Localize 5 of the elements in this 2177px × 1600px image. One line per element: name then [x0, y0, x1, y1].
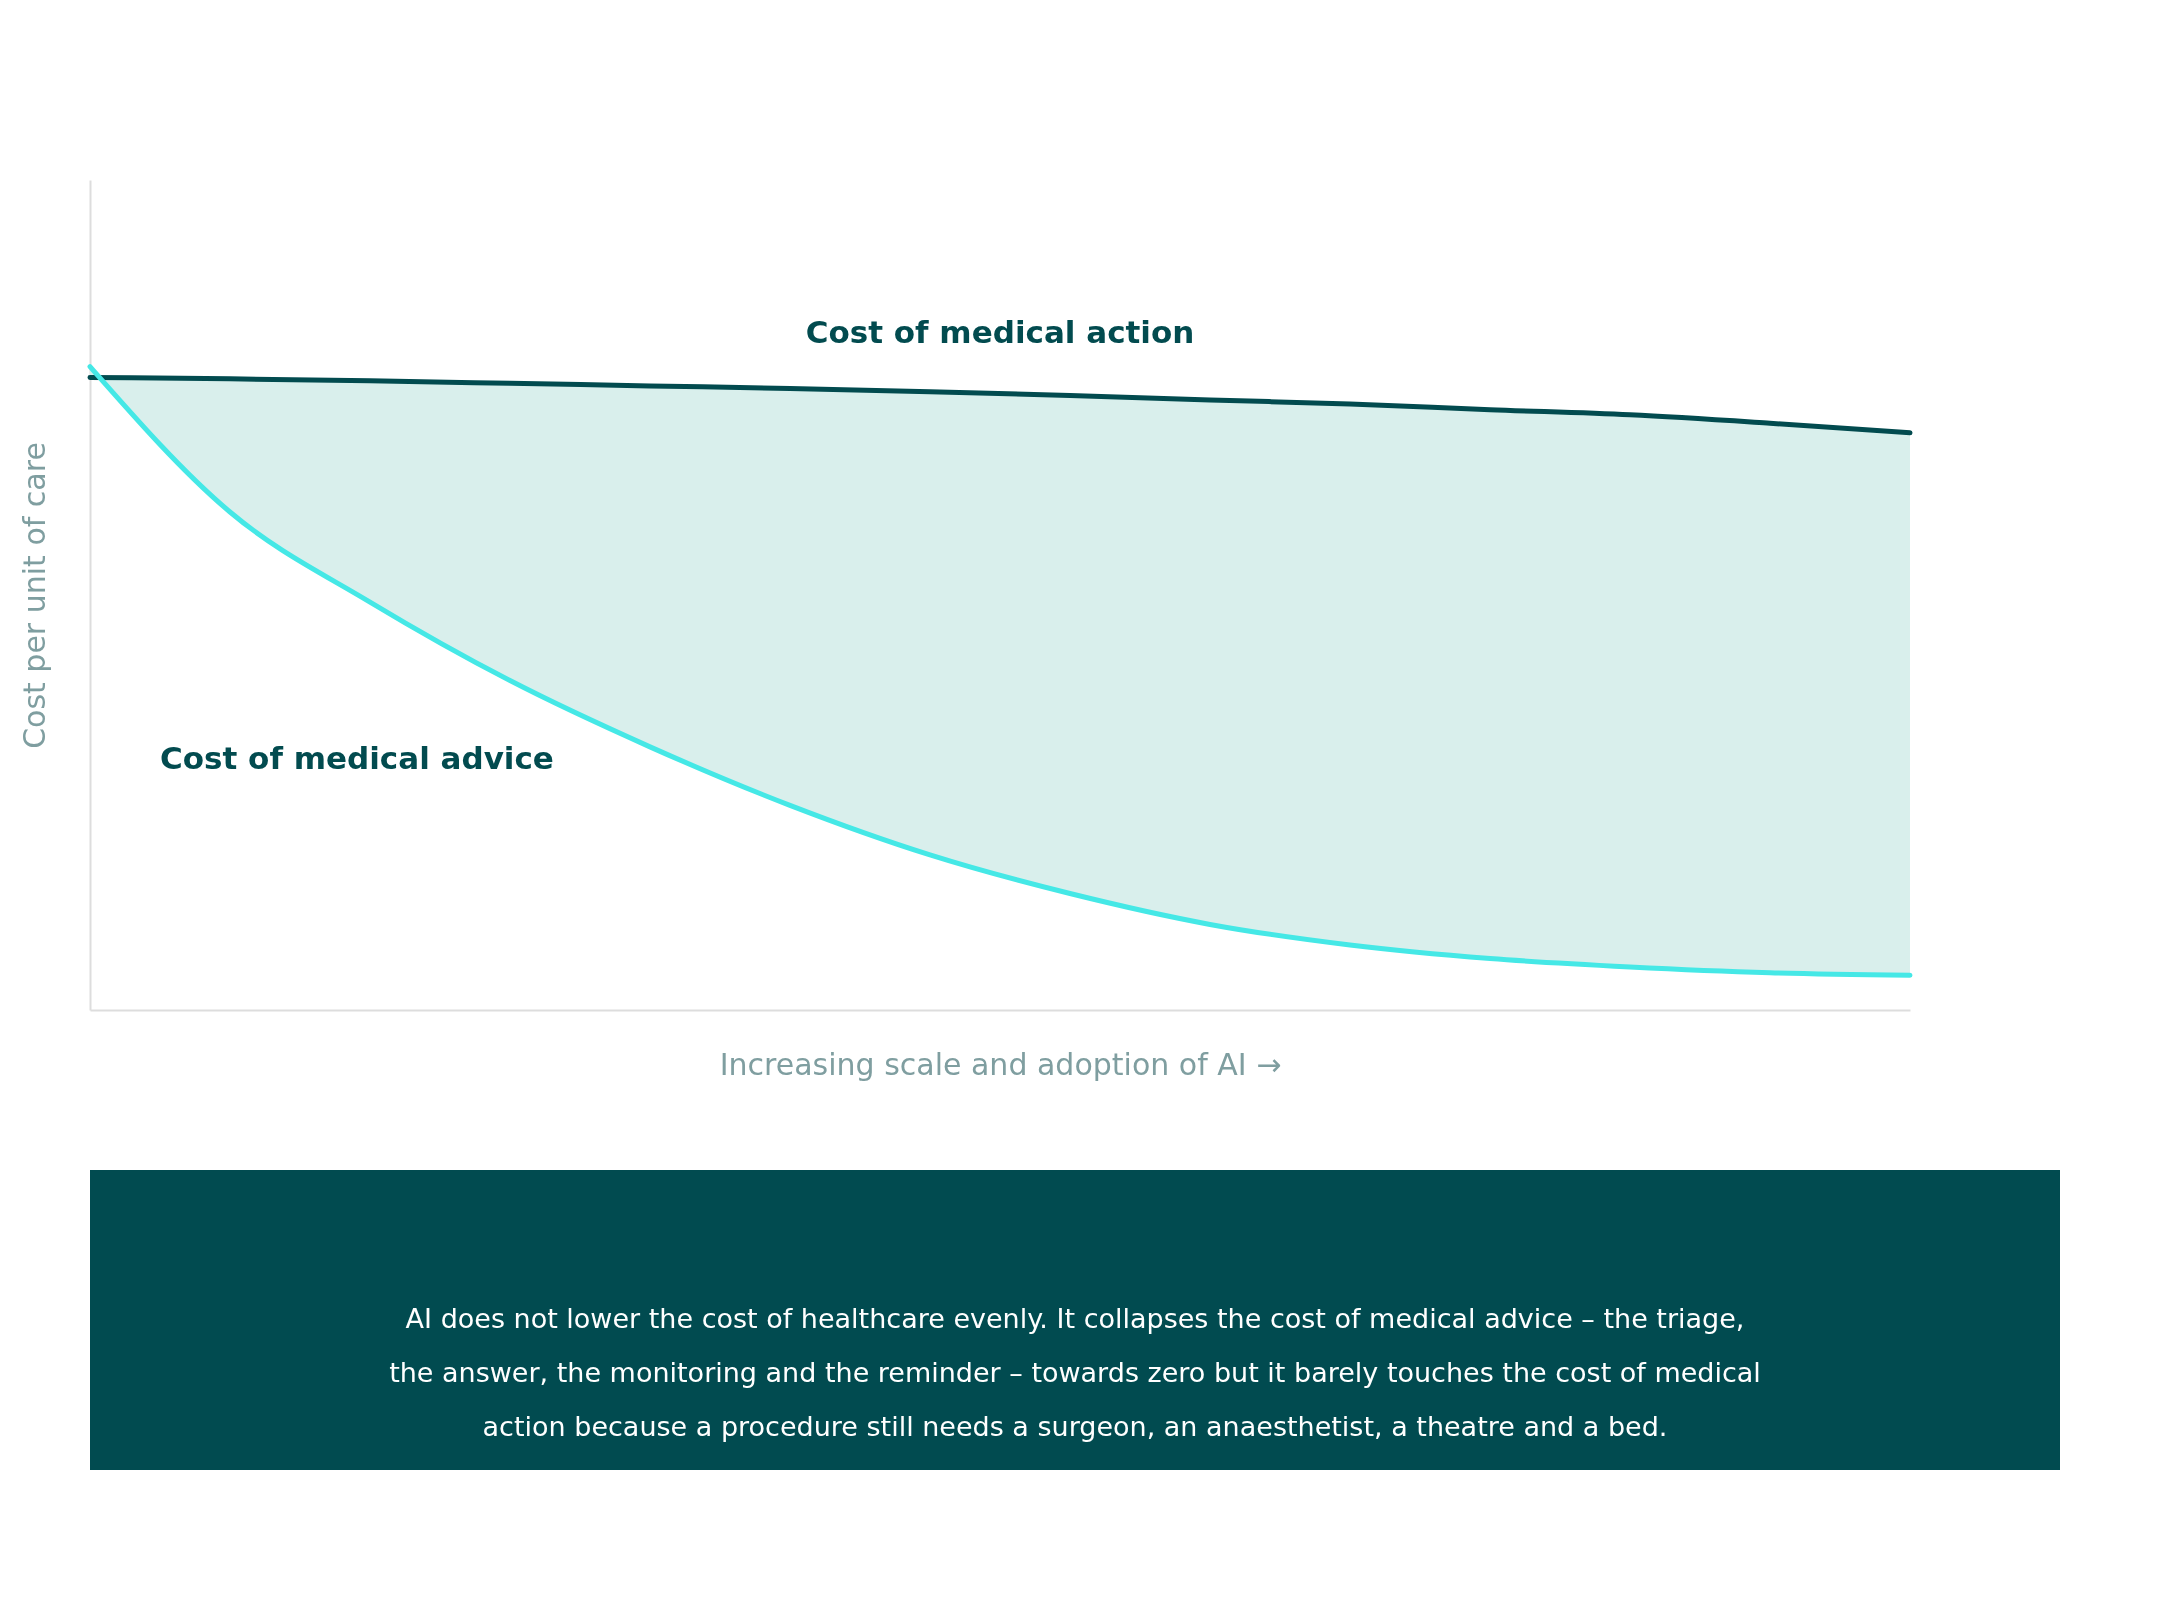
text: AI does not lower the cost of healthcare evenly. It collapses the cost of medical advice – the triage, the answer, the monitoring and the reminder – towards zero but it barely touches the cost of medical action because a procedure still needs a surgeon, an anaesthetist, a theatre and a bed.: [389, 1303, 1761, 1442]
x-axis-title: Increasing scale and adoption of AI →: [719, 1046, 1282, 1082]
y-axis-title: Cost per unit of care: [16, 442, 52, 749]
series-label: Cost of medical action: [805, 313, 1195, 350]
series-label: Cost of medical advice: [160, 739, 554, 776]
